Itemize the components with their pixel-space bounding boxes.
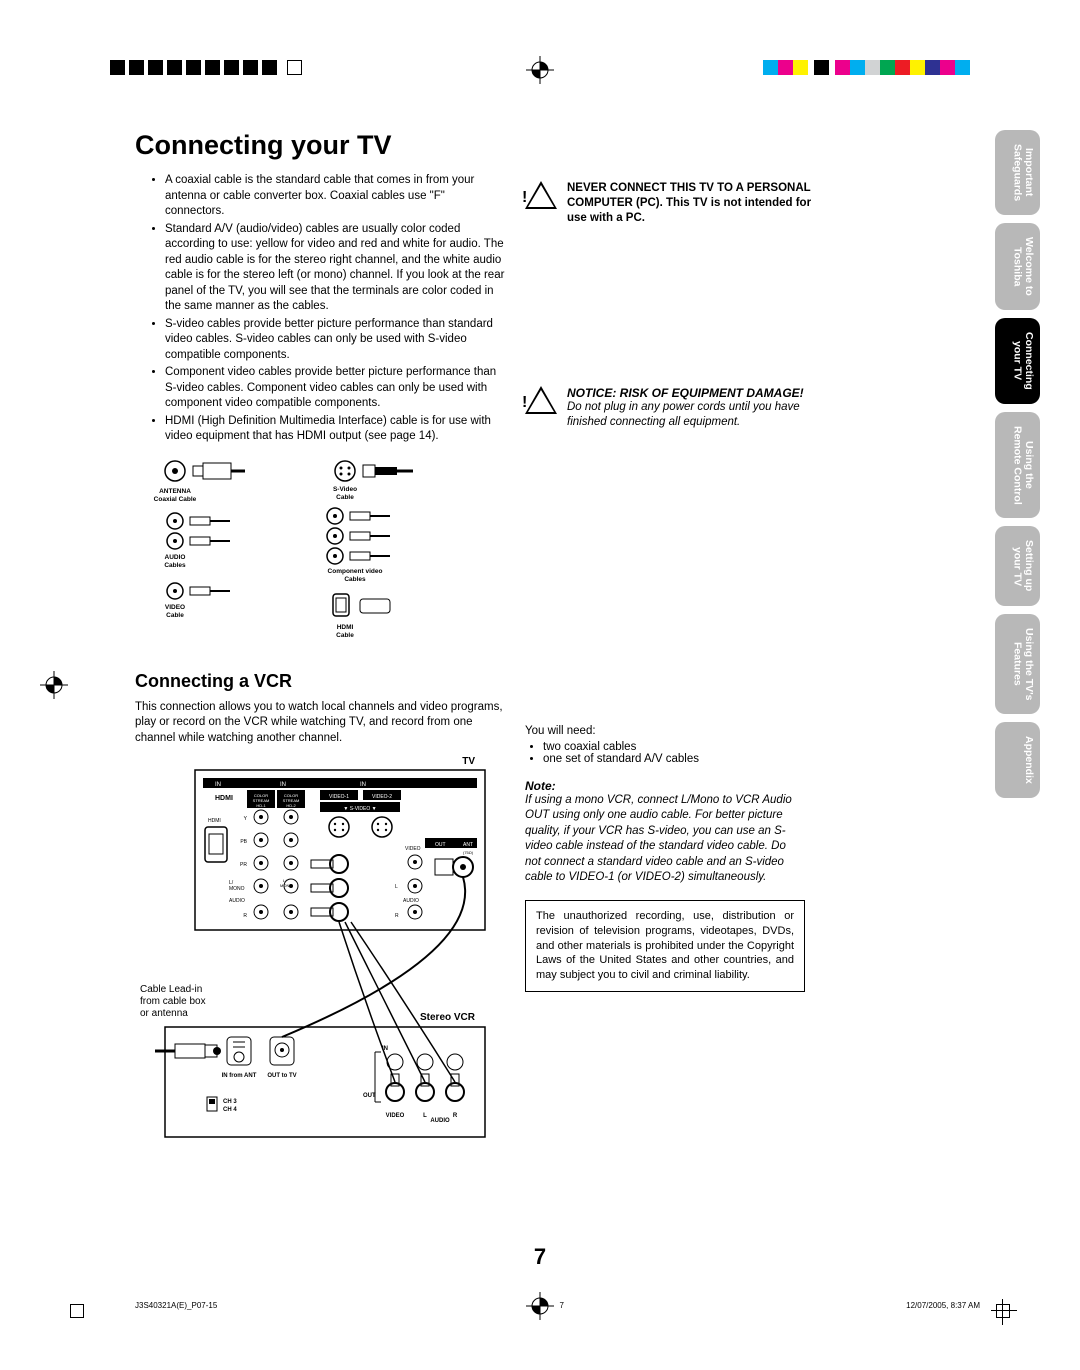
svg-text:IN: IN (280, 782, 286, 788)
svg-text:Cables: Cables (164, 562, 186, 569)
svg-text:Cable Lead-in: Cable Lead-in (140, 984, 202, 995)
tab-safeguards: ImportantSafeguards (995, 130, 1040, 215)
svg-text:IN from ANT: IN from ANT (222, 1073, 257, 1079)
svg-text:PB: PB (240, 839, 247, 845)
center-register-icon (526, 56, 554, 84)
svg-text:VIDEO: VIDEO (405, 846, 421, 852)
bullet-1: A coaxial cable is the standard cable th… (165, 173, 505, 220)
tab-welcome: Welcome toToshiba (995, 223, 1040, 310)
svg-text:OUT: OUT (435, 842, 446, 848)
color-bars (763, 60, 970, 75)
notice-box: ! NOTICE: RISK OF EQUIPMENT DAMAGE! Do n… (525, 386, 835, 430)
svg-text:VIDEO-1: VIDEO-1 (329, 794, 349, 800)
svg-text:Coaxial Cable: Coaxial Cable (154, 496, 197, 503)
bullet-3: S-video cables provide better picture pe… (165, 317, 505, 364)
vcr-heading: Connecting a VCR (135, 671, 855, 692)
svg-text:R: R (453, 1113, 458, 1119)
svg-text:CH 3: CH 3 (223, 1099, 237, 1105)
vcr-connection-diagram: TV IN IN IN COLOR STREAM HD-1 (135, 752, 505, 1147)
tab-features: Using the TV'sFeatures (995, 614, 1040, 715)
center-register-icon (526, 1292, 554, 1320)
svg-text:HD-1: HD-1 (256, 803, 266, 808)
copyright-notice: The unauthorized recording, use, distrib… (525, 900, 805, 992)
svg-text:VIDEO: VIDEO (386, 1113, 405, 1119)
black-bars (110, 60, 306, 75)
top-register-marks (0, 60, 1080, 84)
svg-text:MONO: MONO (280, 883, 292, 888)
pc-warning-text: NEVER CONNECT THIS TV TO A PERSONAL COMP… (567, 182, 811, 224)
svg-text:Component video: Component video (328, 568, 383, 575)
tab-remote: Using theRemote Control (995, 412, 1040, 519)
svg-text:or antenna: or antenna (140, 1008, 188, 1019)
svg-text:CH 4: CH 4 (223, 1107, 237, 1113)
svg-text:Cable: Cable (336, 494, 354, 501)
svg-text:Stereo VCR: Stereo VCR (420, 1012, 476, 1023)
cable-types-diagram: ANTENNA Coaxial Cable AUDIO Cables VIDEO (135, 451, 505, 646)
svg-text:S-Video: S-Video (333, 486, 357, 493)
svg-text:Y: Y (244, 816, 248, 822)
svg-text:L: L (423, 1113, 427, 1119)
note-title: Note: (525, 779, 835, 793)
svg-text:▼ S-VIDEO ▼: ▼ S-VIDEO ▼ (343, 806, 376, 812)
svg-text:VIDEO: VIDEO (165, 604, 185, 611)
side-tabs: ImportantSafeguards Welcome toToshiba Co… (995, 130, 1040, 798)
content-area: Connecting your TV A coaxial cable is th… (135, 130, 855, 1147)
page-number: 7 (534, 1244, 546, 1270)
intro-bullets: A coaxial cable is the standard cable th… (135, 173, 505, 445)
vcr-needs-list: two coaxial cables one set of standard A… (525, 741, 835, 765)
bottom-register-marks (0, 1296, 1080, 1320)
bullet-4: Component video cables provide better pi… (165, 365, 505, 412)
vcr-need-title: You will need: (525, 725, 835, 737)
svg-text:Cables: Cables (344, 576, 366, 583)
notice-body: Do not plug in any power cords until you… (567, 400, 835, 430)
warning-icon: ! (522, 189, 528, 207)
svg-text:(75Ω): (75Ω) (463, 850, 474, 855)
svg-text:IN: IN (360, 782, 366, 788)
svg-text:HDMI: HDMI (208, 818, 221, 824)
svg-text:OUT to TV: OUT to TV (267, 1073, 296, 1079)
svg-text:AUDIO: AUDIO (403, 898, 419, 904)
bullet-2: Standard A/V (audio/video) cables are us… (165, 222, 505, 315)
svg-text:R: R (243, 913, 247, 919)
page-title: Connecting your TV (135, 130, 855, 161)
svg-text:Cable: Cable (166, 612, 184, 619)
notice-title: NOTICE: RISK OF EQUIPMENT DAMAGE! (567, 386, 835, 400)
vcr-description: This connection allows you to watch loca… (135, 700, 505, 747)
bullet-5: HDMI (High Definition Multimedia Interfa… (165, 414, 505, 445)
note-body: If using a mono VCR, connect L/Mono to V… (525, 793, 805, 886)
need-1: two coaxial cables (543, 741, 835, 753)
pc-warning-box: ! NEVER CONNECT THIS TV TO A PERSONAL CO… (525, 181, 835, 226)
svg-text:OUT: OUT (363, 1093, 376, 1099)
svg-text:AUDIO: AUDIO (430, 1118, 450, 1124)
svg-text:IN: IN (215, 782, 221, 788)
svg-text:AUDIO: AUDIO (229, 898, 245, 904)
svg-text:HDMI: HDMI (215, 795, 233, 802)
svg-text:TV: TV (462, 756, 475, 767)
svg-text:Cable: Cable (336, 632, 354, 639)
svg-text:from cable box: from cable box (140, 996, 206, 1007)
svg-text:ANTENNA: ANTENNA (159, 488, 191, 495)
svg-text:PR: PR (240, 862, 247, 868)
svg-text:HDMI: HDMI (337, 624, 354, 631)
svg-text:VIDEO-2: VIDEO-2 (372, 794, 392, 800)
tab-setting: Setting upyour TV (995, 526, 1040, 605)
left-register-icon (40, 671, 68, 699)
svg-text:MONO: MONO (229, 886, 245, 892)
svg-text:R: R (395, 913, 399, 919)
svg-text:L: L (395, 884, 398, 890)
svg-text:AUDIO: AUDIO (165, 554, 186, 561)
tab-connecting: Connectingyour TV (995, 318, 1040, 404)
need-2: one set of standard A/V cables (543, 753, 835, 765)
svg-text:HD-2: HD-2 (286, 803, 296, 808)
tab-appendix: Appendix (995, 722, 1040, 798)
svg-text:ANT: ANT (463, 842, 473, 848)
warning-icon: ! (522, 394, 528, 412)
